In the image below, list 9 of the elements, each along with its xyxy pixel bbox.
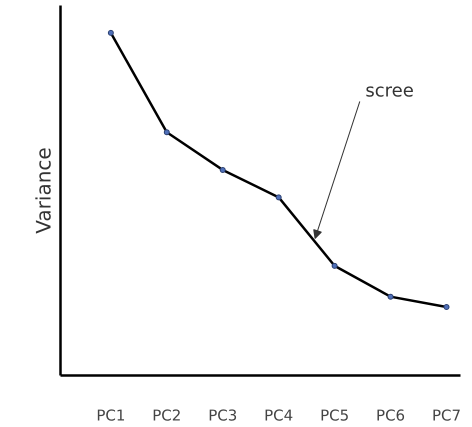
x-tick-label: PC3 <box>208 406 238 424</box>
x-tick-label: PC5 <box>320 406 350 424</box>
x-tick-label: PC2 <box>152 406 182 424</box>
x-tick-label: PC4 <box>264 406 294 424</box>
annotation: scree <box>365 80 414 102</box>
x-tick-label: PC7 <box>432 406 462 424</box>
x-tick-label: PC6 <box>376 406 406 424</box>
y-axis-title: Variance <box>32 147 56 234</box>
x-tick-label: PC1 <box>96 406 126 424</box>
